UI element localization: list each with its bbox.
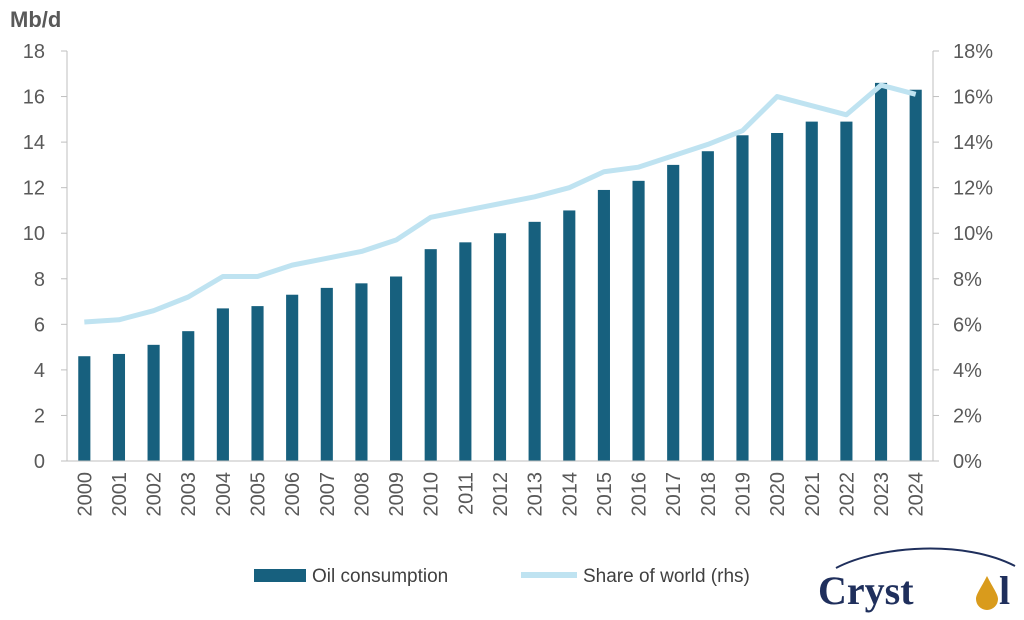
bar-2005	[251, 306, 264, 461]
left-axis-tick-label: 8	[34, 269, 45, 291]
bar-2019	[736, 135, 749, 461]
bar-2006	[286, 294, 299, 461]
right-axis-tick-label: 14%	[953, 132, 993, 154]
bar-2012	[493, 233, 507, 461]
left-axis-tick-label: 18	[23, 41, 45, 63]
x-axis-tick-label: 2015	[594, 472, 616, 517]
x-axis-tick-label: 2020	[767, 472, 789, 517]
left-axis-tick-label: 6	[34, 314, 45, 336]
bar-2001	[112, 353, 126, 461]
left-axis-tick-label: 10	[23, 223, 45, 245]
crystol-logo: Cryst l	[818, 547, 1016, 613]
x-axis-tick-label: 2002	[144, 472, 166, 517]
bar-2018	[701, 151, 714, 461]
x-axis-tick-label: 2017	[663, 472, 685, 517]
x-axis-tick-label: 2000	[74, 472, 96, 517]
right-axis-tick-label: 10%	[953, 223, 993, 245]
bar-2003	[182, 331, 195, 461]
bar-2016	[632, 180, 645, 462]
x-axis-tick-label: 2018	[698, 472, 720, 517]
x-axis-tick-label: 2016	[629, 472, 651, 517]
left-axis-tick-label: 0	[34, 451, 45, 473]
x-axis-tick-label: 2021	[802, 472, 824, 517]
left-axis-ticks: 0 2 4 6 8 10 12 14 16 18	[23, 41, 67, 473]
left-axis-tick-label: 12	[23, 178, 45, 200]
bar-2002	[147, 344, 160, 461]
bar-2015	[597, 189, 610, 461]
bar-2024	[909, 89, 922, 461]
x-axis-tick-label: 2003	[178, 472, 200, 517]
bar-2014	[563, 210, 576, 461]
logo-wordmark: Cryst	[818, 568, 914, 613]
x-axis-tick-label: 2001	[109, 472, 131, 517]
bar-2007	[320, 287, 333, 461]
left-axis-tick-label: 4	[34, 360, 45, 382]
x-axis-tick-label: 2009	[386, 472, 408, 517]
x-axis-tick-label: 2019	[732, 472, 754, 517]
logo-arc	[835, 547, 1016, 569]
x-axis-tick-label: 2007	[317, 472, 339, 517]
bar-2023	[874, 82, 888, 461]
bar-2004	[216, 308, 229, 461]
bar-2010	[424, 249, 437, 461]
right-axis-tick-label: 16%	[953, 87, 993, 109]
left-axis-unit: Mb/d	[10, 7, 61, 32]
x-axis-tick-label: 2014	[559, 472, 581, 517]
right-axis-tick-label: 18%	[953, 41, 993, 63]
x-axis-tick-label: 2013	[525, 472, 547, 517]
right-axis-tick-label: 8%	[953, 269, 982, 291]
left-axis-tick-label: 14	[23, 132, 45, 154]
line-series	[84, 82, 917, 325]
legend-label-share-of-world: Share of world (rhs)	[583, 566, 750, 587]
oil-drop-icon	[976, 576, 998, 610]
right-axis-tick-label: 2%	[953, 405, 982, 427]
bar-2022	[840, 121, 853, 461]
x-axis-tick-label: 2005	[248, 472, 270, 517]
x-axis-tick-label: 2022	[836, 472, 858, 517]
x-axis-tick-label: 2012	[490, 472, 512, 517]
bar-series	[78, 82, 922, 462]
bar-2009	[390, 276, 403, 461]
x-axis-tick-label: 2006	[282, 472, 304, 517]
x-axis-tick-label: 2008	[351, 472, 373, 517]
left-axis-tick-label: 2	[34, 405, 45, 427]
x-axis-tick-label: 2011	[455, 472, 477, 515]
legend-swatch-oil-consumption	[254, 569, 306, 582]
x-axis-tick-label: 2004	[213, 472, 235, 517]
bar-2017	[667, 164, 680, 461]
bar-2020	[771, 133, 784, 461]
bar-2021	[805, 121, 818, 461]
left-axis-tick-label: 16	[23, 87, 45, 109]
legend: Oil consumption Share of world (rhs)	[254, 566, 750, 587]
x-axis-tick-label: 2023	[871, 472, 893, 517]
bar-2013	[528, 221, 541, 461]
share-of-world-line	[84, 82, 917, 325]
bar-2000	[78, 356, 91, 461]
x-axis-ticks: 2000 2001 2002 2003 2004 2005 2006 2007 2008 2009…	[74, 472, 927, 517]
legend-label-oil-consumption: Oil consumption	[312, 566, 448, 587]
x-axis-tick-label: 2024	[906, 472, 928, 517]
right-axis-tick-label: 4%	[953, 360, 982, 382]
bar-2011	[459, 242, 472, 461]
logo-wordmark-end: l	[999, 568, 1010, 613]
right-axis-tick-label: 12%	[953, 178, 993, 200]
x-axis-tick-label: 2010	[421, 472, 443, 517]
right-axis-ticks: 0% 2% 4% 6% 8% 10% 12% 14% 16% 18%	[933, 41, 993, 473]
right-axis-tick-label: 6%	[953, 314, 982, 336]
bar-2008	[355, 283, 368, 461]
right-axis-tick-label: 0%	[953, 451, 982, 473]
